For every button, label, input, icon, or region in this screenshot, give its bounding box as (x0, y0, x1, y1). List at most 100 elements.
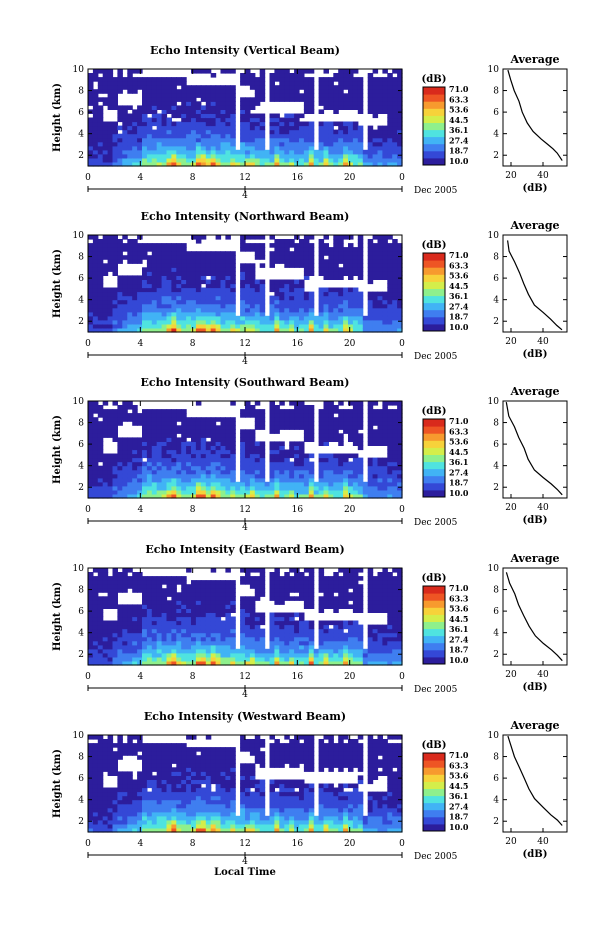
heatmap-cell (166, 125, 172, 131)
heatmap-cell (117, 632, 123, 638)
heatmap-cell (328, 421, 334, 426)
profile-line (507, 240, 563, 331)
heatmap-cell (156, 105, 163, 110)
heatmap-cell (142, 283, 148, 289)
heatmap-cell (299, 303, 305, 309)
heatmap-cell (117, 149, 123, 155)
heatmap-cell (220, 93, 226, 98)
heatmap-cell (112, 299, 118, 305)
heatmap-cell (269, 644, 275, 650)
heatmap-cell (92, 89, 99, 94)
heatmap-cell (142, 636, 148, 642)
heatmap-cell (303, 584, 310, 589)
heatmap-cell (294, 307, 300, 313)
heatmap-cell (215, 485, 222, 491)
heatmap-cell (249, 433, 256, 438)
heatmap-cell (254, 283, 261, 289)
heatmap-cell (156, 295, 163, 301)
heatmap-cell (397, 473, 403, 479)
heatmap-cell (230, 121, 236, 127)
heatmap-cell (122, 409, 128, 414)
heatmap-cell (195, 162, 202, 167)
heatmap-cell (122, 328, 128, 333)
heatmap-cell (249, 153, 256, 159)
heatmap-cell (323, 89, 329, 94)
heatmap-cell (308, 576, 315, 581)
heatmap-cell (303, 457, 310, 463)
heatmap-cell (240, 457, 246, 463)
heatmap-cell (308, 644, 315, 650)
heatmap-cell (289, 648, 295, 654)
heatmap-cell (171, 661, 177, 666)
heatmap-cell (181, 433, 187, 438)
heatmap-cell (215, 494, 222, 499)
heatmap-cell (372, 77, 379, 82)
heatmap-cell (225, 600, 231, 605)
heatmap-cell (107, 319, 114, 325)
heatmap-cell (382, 473, 388, 479)
heatmap-cell (333, 485, 339, 491)
heatmap-cell (102, 149, 109, 155)
heatmap-cell (181, 437, 187, 442)
heatmap-cell (205, 145, 212, 151)
heatmap-cell (156, 97, 163, 102)
heatmap-cell (387, 328, 393, 333)
heatmap-cell (112, 636, 118, 642)
heatmap-cell (323, 162, 329, 167)
heatmap-cell (220, 596, 226, 601)
heatmap-cell (102, 580, 109, 585)
heatmap-cell (245, 485, 251, 491)
heatmap-cell (205, 287, 212, 293)
heatmap-cell (230, 319, 236, 325)
heatmap-cell (181, 656, 187, 662)
heatmap-cell (117, 494, 123, 499)
heatmap-cell (210, 608, 217, 613)
heatmap-cell (323, 469, 329, 475)
heatmap-cell (171, 608, 177, 613)
heatmap-cell (294, 648, 300, 654)
heatmap-cell (181, 153, 187, 159)
heatmap-cell (397, 461, 403, 467)
heatmap-cell (274, 69, 280, 74)
heatmap-cell (299, 323, 305, 329)
heatmap-cell (88, 311, 94, 317)
heatmap-cell (333, 477, 339, 483)
heatmap-cell (186, 612, 192, 618)
heatmap-cell (122, 445, 128, 451)
heatmap-cell (215, 267, 222, 272)
heatmap-cell (289, 255, 295, 260)
heatmap-cell (245, 656, 251, 662)
heatmap-cell (132, 77, 138, 82)
heatmap-cell (289, 145, 295, 151)
heatmap-cell (230, 101, 236, 106)
heatmap-cell (240, 620, 246, 626)
heatmap-cell (210, 259, 217, 264)
heatmap-cell (151, 409, 158, 414)
heatmap-cell (161, 101, 168, 106)
heatmap-cell (230, 421, 236, 426)
heatmap-cell (328, 153, 334, 159)
heatmap-cell (200, 69, 207, 74)
heatmap-cell (166, 421, 172, 426)
heatmap-cell (137, 109, 143, 114)
heatmap-cell (132, 588, 138, 593)
heatmap-cell (259, 584, 266, 589)
heatmap-cell (230, 494, 236, 499)
heatmap-cell (303, 299, 310, 305)
heatmap-cell (132, 109, 138, 114)
heatmap-cell (200, 648, 207, 654)
heatmap-cell (195, 636, 202, 642)
heatmap-cell (122, 620, 128, 626)
heatmap-cell (225, 267, 231, 272)
heatmap-cell (181, 417, 187, 422)
heatmap-cell (323, 97, 329, 102)
heatmap-cell (215, 145, 222, 151)
heatmap-cell (166, 608, 172, 613)
heatmap-cell (372, 247, 379, 252)
heatmap-cell (127, 608, 133, 613)
heatmap-cell (107, 425, 114, 430)
heatmap-cell (254, 584, 261, 589)
heatmap-cell (392, 477, 398, 483)
heatmap-cell (112, 77, 118, 82)
heatmap-cell (279, 461, 285, 467)
